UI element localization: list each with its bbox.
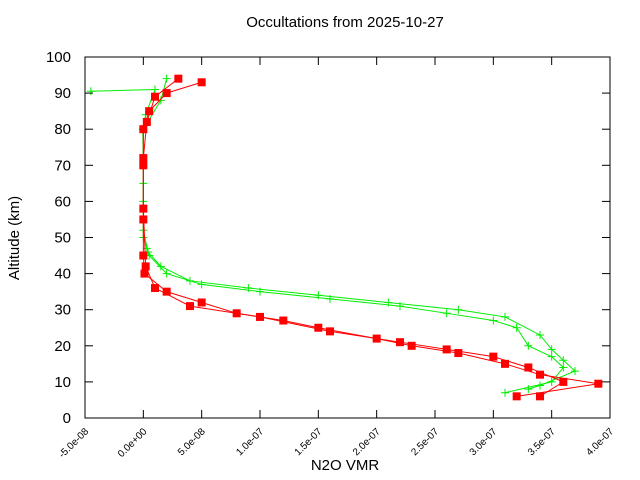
x-tick-label: 1.5e-07 (293, 426, 325, 458)
x-tick-label: 3.0e-07 (468, 426, 500, 458)
plot-area (86, 74, 603, 401)
y-tick-label: 10 (54, 374, 71, 391)
x-tick-label: 2.0e-07 (351, 426, 383, 458)
y-tick-label: 90 (54, 85, 71, 102)
y-tick-label: 100 (46, 49, 71, 66)
point (314, 323, 323, 332)
x-tick-label: 4.0e-07 (584, 426, 616, 458)
y-tick-label: 50 (54, 230, 71, 247)
point (489, 316, 498, 325)
point (197, 298, 206, 307)
point (442, 345, 451, 354)
point (547, 345, 556, 354)
point (559, 356, 568, 365)
point (524, 341, 533, 350)
point (139, 204, 148, 213)
y-tick-label: 0 (63, 410, 71, 427)
point (141, 262, 150, 271)
point (162, 89, 171, 98)
point (501, 388, 509, 397)
point (524, 363, 533, 372)
point (139, 154, 148, 163)
y-axis-label: Altitude (km) (6, 196, 23, 280)
point (559, 377, 568, 386)
point (326, 327, 334, 336)
point (571, 367, 579, 376)
point (512, 392, 521, 401)
x-tick-label: 2.5e-07 (409, 426, 441, 458)
point (536, 381, 544, 390)
point (536, 330, 544, 339)
series-line (142, 78, 565, 397)
y-tick-label: 40 (54, 266, 71, 283)
point (244, 284, 253, 293)
point (547, 352, 556, 361)
point (454, 305, 463, 314)
point (536, 370, 544, 379)
point (162, 74, 171, 83)
x-tick-label: 5.0e-08 (176, 426, 208, 458)
point (151, 284, 159, 293)
point (384, 298, 393, 307)
point (512, 323, 521, 332)
y-tick-label: 60 (54, 193, 71, 210)
y-tick-label: 20 (54, 338, 71, 355)
chart-title: Occultations from 2025-10-27 (246, 14, 444, 31)
point (156, 262, 165, 271)
x-tick-label: 3.5e-07 (526, 426, 558, 458)
point (536, 392, 544, 401)
point (162, 269, 171, 278)
series-line (90, 88, 565, 394)
y-tick-label: 70 (54, 157, 71, 174)
x-axis-label: N2O VMR (311, 457, 380, 474)
point (151, 85, 159, 94)
point (501, 312, 509, 321)
point (279, 316, 288, 325)
point (142, 117, 151, 126)
point (407, 341, 416, 350)
point (559, 363, 568, 372)
x-tick-label: -5.0e-08 (57, 426, 91, 460)
point (139, 251, 148, 260)
point (140, 269, 149, 278)
point (314, 291, 323, 300)
point (145, 107, 154, 116)
x-tick-label: 0.0e+00 (116, 426, 150, 460)
y-tick-label: 80 (54, 121, 71, 138)
point (256, 312, 264, 321)
series-line (142, 81, 599, 397)
point (139, 125, 148, 134)
point (186, 302, 194, 311)
point (396, 338, 404, 347)
point (442, 309, 451, 318)
point (489, 352, 498, 361)
point (524, 385, 533, 394)
point (86, 87, 95, 96)
point (454, 349, 463, 358)
y-tick-label: 30 (54, 302, 71, 319)
point (186, 276, 194, 285)
point (162, 287, 171, 296)
point (594, 379, 603, 388)
point (501, 359, 509, 368)
point (197, 78, 206, 87)
x-tick-label: 1.0e-07 (234, 426, 266, 458)
point (174, 74, 183, 83)
series-line (142, 78, 576, 390)
point (151, 92, 159, 101)
